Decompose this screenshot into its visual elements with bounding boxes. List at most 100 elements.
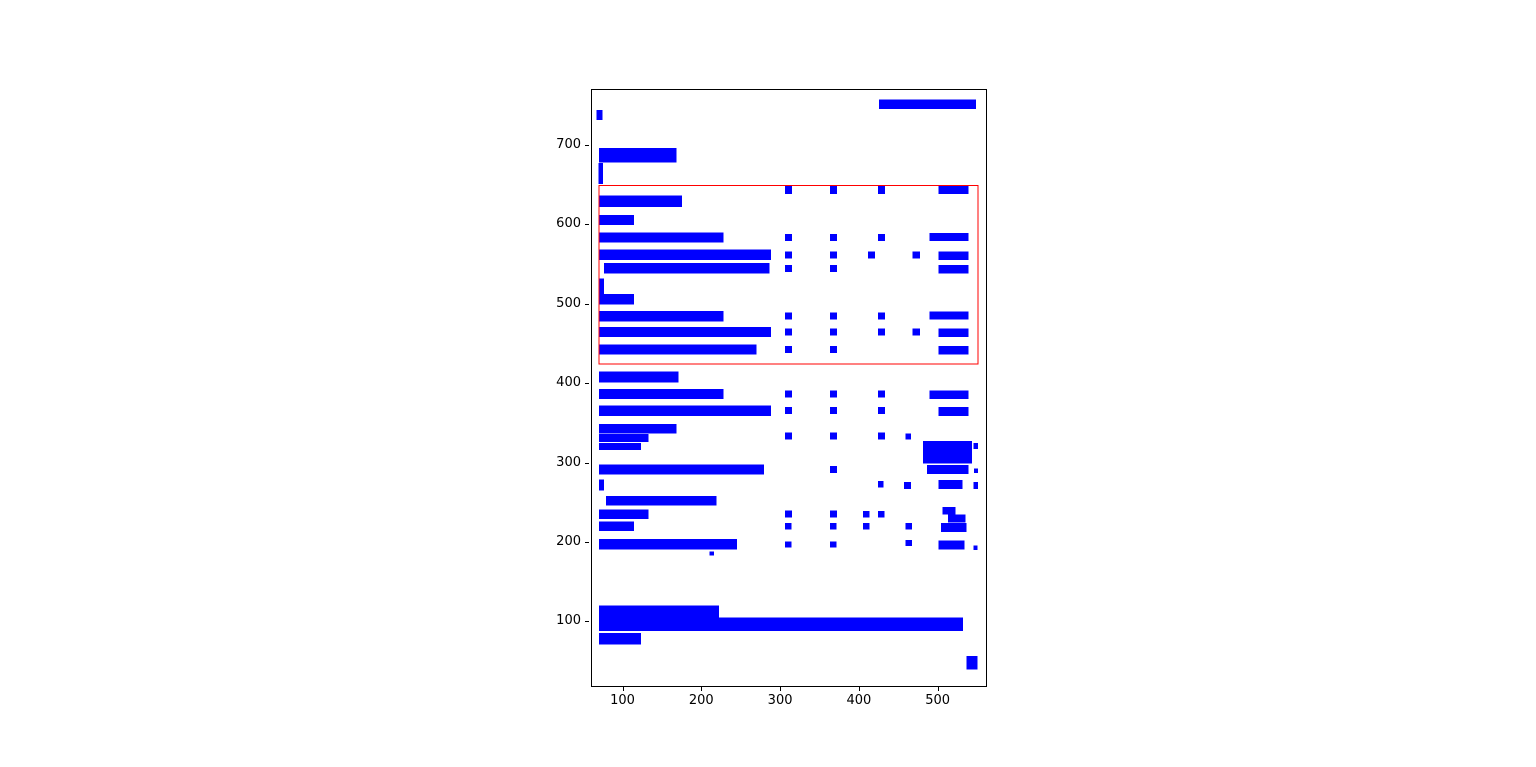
layout-box bbox=[599, 434, 649, 443]
layout-box bbox=[966, 655, 978, 670]
layout-box bbox=[973, 442, 979, 450]
layout-box bbox=[878, 432, 886, 440]
layout-box bbox=[938, 407, 969, 416]
layout-box bbox=[829, 186, 838, 195]
layout-box bbox=[973, 481, 979, 489]
y-tick-label: 300 bbox=[556, 454, 581, 470]
layout-box bbox=[829, 523, 837, 530]
layout-box bbox=[718, 617, 964, 632]
layout-box bbox=[905, 433, 912, 440]
layout-box bbox=[599, 249, 771, 261]
layout-box bbox=[785, 328, 793, 336]
layout-box bbox=[599, 442, 641, 450]
layout-box bbox=[599, 214, 634, 226]
layout-box bbox=[599, 405, 771, 416]
x-tick-label: 400 bbox=[846, 693, 872, 708]
layout-box bbox=[867, 251, 875, 259]
plot-canvas bbox=[596, 99, 979, 670]
layout-box bbox=[926, 465, 969, 474]
layout-box bbox=[878, 480, 884, 488]
layout-box bbox=[785, 312, 793, 320]
layout-box bbox=[596, 109, 603, 121]
layout-box bbox=[785, 541, 792, 548]
layout-box bbox=[599, 195, 682, 207]
layout-box bbox=[599, 538, 737, 550]
layout-box bbox=[829, 312, 838, 320]
layout-box bbox=[905, 539, 912, 547]
layout-box bbox=[599, 148, 677, 163]
layout-box bbox=[599, 464, 764, 475]
layout-box bbox=[599, 294, 634, 305]
layout-box bbox=[829, 465, 838, 474]
y-tick-mark bbox=[585, 621, 589, 623]
layout-box bbox=[829, 233, 838, 241]
y-tick-mark bbox=[585, 224, 589, 226]
layout-box bbox=[599, 344, 757, 355]
layout-box bbox=[878, 390, 886, 398]
x-tick-label: 200 bbox=[688, 693, 714, 708]
layout-box bbox=[599, 605, 719, 632]
layout-box bbox=[603, 263, 770, 274]
layout-box bbox=[863, 511, 870, 518]
layout-box bbox=[829, 390, 838, 398]
layout-box bbox=[912, 328, 920, 336]
layout-box bbox=[938, 264, 969, 274]
layout-box bbox=[785, 186, 793, 195]
layout-box bbox=[904, 481, 912, 489]
layout-box bbox=[912, 251, 920, 259]
x-tick-mark bbox=[622, 687, 624, 691]
layout-box bbox=[599, 521, 634, 532]
layout-box bbox=[938, 345, 969, 355]
x-tick-mark bbox=[937, 687, 939, 691]
layout-box bbox=[599, 388, 724, 400]
layout-box bbox=[829, 432, 838, 440]
layout-box bbox=[938, 328, 969, 338]
layout-box bbox=[878, 186, 886, 195]
layout-box bbox=[942, 507, 956, 515]
x-tick-mark bbox=[858, 687, 860, 691]
layout-box bbox=[941, 523, 967, 532]
layout-box bbox=[785, 233, 793, 241]
plot-area bbox=[591, 89, 987, 687]
layout-box bbox=[905, 523, 912, 530]
y-tick-mark bbox=[585, 542, 589, 543]
layout-box bbox=[948, 514, 966, 523]
layout-box bbox=[599, 479, 604, 491]
x-tick-label: 100 bbox=[610, 693, 635, 708]
layout-box bbox=[599, 423, 677, 434]
layout-box bbox=[599, 326, 771, 338]
layout-box bbox=[929, 311, 969, 320]
highlight-rect bbox=[598, 184, 979, 365]
layout-box bbox=[785, 390, 793, 398]
y-tick-mark bbox=[585, 462, 589, 464]
layout-box bbox=[599, 371, 679, 383]
layout-box bbox=[785, 345, 793, 354]
layout-box bbox=[938, 540, 965, 550]
layout-box bbox=[878, 233, 886, 241]
layout-box bbox=[938, 480, 963, 489]
layout-box bbox=[878, 328, 886, 336]
layout-box bbox=[878, 511, 885, 518]
layout-box bbox=[785, 407, 793, 415]
layout-box bbox=[598, 163, 604, 184]
layout-box bbox=[785, 264, 793, 272]
x-tick-label: 300 bbox=[767, 693, 793, 708]
y-tick-mark bbox=[585, 144, 589, 146]
layout-box bbox=[922, 441, 972, 464]
x-tick-label: 500 bbox=[925, 693, 951, 708]
layout-box bbox=[599, 632, 641, 645]
x-tick-mark bbox=[701, 687, 703, 691]
layout-box bbox=[599, 278, 604, 296]
y-tick-label: 200 bbox=[556, 534, 581, 549]
layout-box bbox=[829, 328, 838, 336]
layout-box bbox=[829, 407, 838, 415]
layout-box bbox=[878, 407, 886, 415]
layout-box bbox=[829, 345, 838, 354]
layout-box bbox=[709, 551, 715, 556]
y-tick-label: 700 bbox=[556, 136, 581, 152]
x-tick-mark bbox=[780, 687, 782, 691]
layout-box bbox=[829, 251, 838, 259]
layout-box bbox=[829, 264, 838, 272]
layout-box bbox=[878, 99, 976, 110]
